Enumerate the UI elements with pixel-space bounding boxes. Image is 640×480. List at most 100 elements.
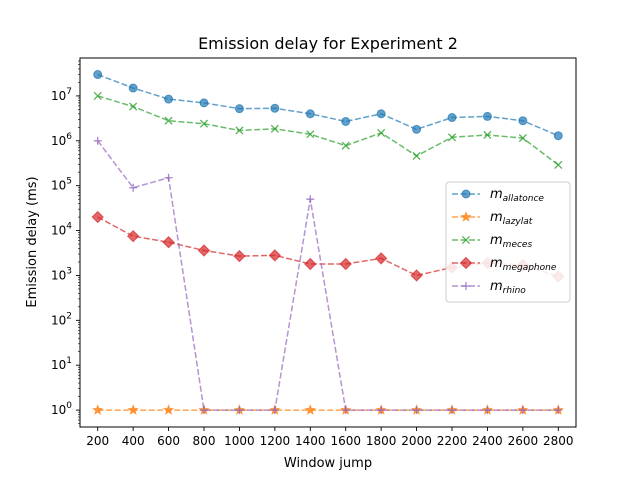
x-tick-label: 2200 [437,434,468,448]
data-point-megaphone-4 [233,249,246,263]
data-point-rhino-4 [235,406,244,415]
data-point-megaphone-6 [304,257,317,271]
x-tick-label: 600 [157,434,180,448]
data-point-meces-6 [306,130,315,139]
data-point-rhino-2 [164,173,173,182]
data-point-rhino-7 [341,406,350,415]
series-meces [93,91,563,169]
data-point-megaphone-1 [126,229,140,243]
legend-entry-meces: mmeces [452,233,532,250]
x-tick-label: 2600 [508,434,539,448]
data-point-rhino-6 [306,195,315,204]
legend-label: mrhino [490,279,526,296]
data-point-meces-13 [554,160,563,169]
series-line-allatonce [97,73,559,137]
legend-entry-allatonce: mallatonce [452,187,544,204]
data-point-meces-2 [164,116,173,125]
data-point-allatonce-9 [412,124,422,134]
x-tick-label: 400 [122,434,145,448]
legend-label: mallatonce [490,187,544,204]
x-tick-label: 1600 [330,434,361,448]
legend-label: mlazylat [490,210,533,227]
data-point-allatonce-8 [376,109,386,119]
x-tick-label: 1000 [224,434,255,448]
data-point-allatonce-2 [164,94,174,104]
x-tick-label: 800 [193,434,216,448]
legend-marker [462,282,470,290]
data-point-meces-0 [93,91,102,100]
y-axis: 100 101 102 103 104 105 106 107 [51,60,80,424]
legend-label: mmeces [490,233,532,250]
data-point-lazylat-1 [127,404,139,415]
data-point-allatonce-7 [341,116,351,126]
data-point-megaphone-7 [339,257,352,271]
y-tick-label: 105 [51,177,72,193]
series-line-meces [97,95,559,166]
series-rhino [93,136,563,415]
x-axis-label: Window jump [284,456,372,471]
legend-box [445,181,571,303]
y-tick-label: 107 [51,87,72,103]
data-point-allatonce-0 [93,70,103,80]
legend-entry-lazylat: mlazylat [452,210,533,227]
data-point-meces-9 [412,151,421,161]
series-line-rhino [97,140,559,411]
y-axis-label: Emission delay (ms) [25,176,40,307]
data-point-rhino-10 [448,406,456,415]
data-point-allatonce-10 [447,113,457,123]
data-point-megaphone-0 [91,210,104,224]
data-point-rhino-8 [377,406,386,415]
y-tick-label: 101 [51,356,72,372]
legend-marker [461,235,471,245]
legend-marker [461,189,471,199]
data-point-meces-10 [447,133,457,142]
data-point-allatonce-11 [482,111,492,121]
legend: mallatonce mlazylat mmeces mmegaphone mrhino [445,181,571,303]
x-tick-label: 2000 [401,434,432,448]
legend-entry-rhino: mrhino [452,279,526,296]
data-point-lazylat-2 [162,404,175,415]
series-allatonce [93,70,563,141]
x-tick-label: 1200 [260,434,291,448]
legend-marker [459,256,473,270]
data-point-allatonce-12 [518,116,528,126]
x-tick-label: 200 [86,434,109,448]
data-point-rhino-1 [129,183,138,192]
data-point-allatonce-1 [128,83,138,93]
x-tick-label: 1400 [295,434,326,448]
data-point-lazylat-6 [304,404,316,415]
data-point-megaphone-5 [268,249,282,262]
data-point-allatonce-13 [553,131,563,141]
data-point-meces-4 [235,126,244,135]
data-point-allatonce-3 [199,98,209,108]
x-tick-label: 2400 [472,434,503,448]
y-tick-label: 102 [51,311,72,327]
data-point-megaphone-3 [197,244,211,257]
x-axis: 200 400 600 800 1000 1200 1400 1600 1800 2000 2200… [86,427,574,448]
data-point-rhino-0 [93,136,102,145]
data-point-rhino-13 [554,406,563,415]
data-point-allatonce-4 [234,104,244,114]
data-point-meces-1 [129,102,138,111]
chart-title: Emission delay for Experiment 2 [198,34,458,53]
y-tick-label: 103 [51,266,72,282]
data-point-meces-8 [377,128,386,137]
data-point-allatonce-6 [305,109,315,119]
data-point-meces-11 [483,130,492,140]
data-point-meces-3 [199,119,209,128]
data-point-meces-12 [518,134,527,143]
y-tick-label: 104 [51,222,72,238]
data-point-megaphone-8 [374,252,388,265]
x-tick-label: 1800 [366,434,397,448]
series-line-megaphone [97,216,559,278]
data-point-rhino-3 [200,406,208,415]
y-tick-label: 106 [51,132,72,148]
data-point-megaphone-9 [410,269,423,282]
data-point-megaphone-2 [162,236,175,249]
data-point-rhino-11 [483,406,492,415]
data-point-allatonce-5 [270,103,280,113]
data-point-rhino-9 [412,406,421,415]
data-point-meces-7 [341,141,350,150]
data-point-lazylat-0 [92,404,104,415]
